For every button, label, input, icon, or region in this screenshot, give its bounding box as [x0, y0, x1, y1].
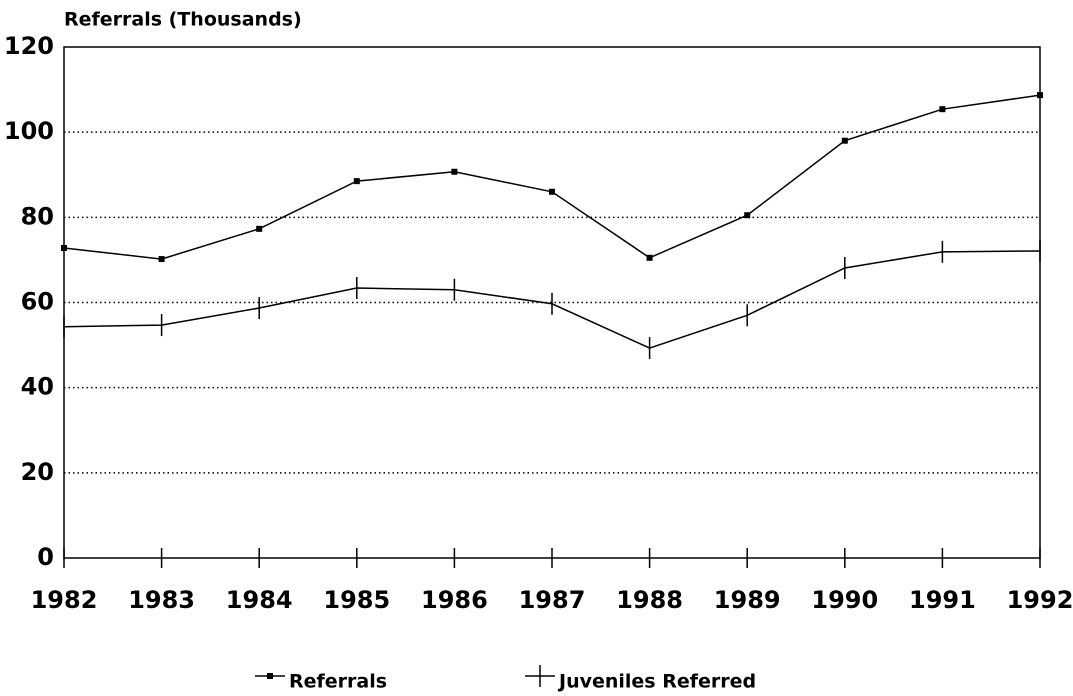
point — [549, 188, 555, 195]
y-tick-label: 40 — [21, 373, 54, 401]
point — [61, 244, 67, 251]
point — [939, 106, 946, 113]
x-tick-label: 1987 — [519, 586, 586, 614]
x-tick-label: 1982 — [31, 586, 98, 614]
legend-label: Juveniles Referred — [557, 671, 756, 693]
point — [158, 256, 165, 263]
x-tick-label: 1991 — [909, 586, 976, 614]
x-tick-label: 1992 — [1007, 586, 1073, 614]
y-axis-label: Referrals (Thousands) — [64, 9, 302, 31]
series-line — [63, 94, 1041, 260]
point — [744, 212, 751, 219]
x-tick-label: 1984 — [226, 586, 293, 614]
point — [353, 178, 360, 185]
legend-label: Referrals — [289, 671, 387, 693]
x-tick-label: 1989 — [714, 586, 781, 614]
x-tick-label: 1990 — [811, 586, 878, 614]
legend-marker — [267, 673, 273, 679]
y-tick-label: 60 — [21, 288, 54, 316]
point — [1037, 92, 1043, 99]
y-tick-label: 20 — [21, 458, 54, 486]
point — [841, 137, 848, 144]
point — [256, 225, 263, 232]
y-tick-label: 100 — [4, 117, 54, 145]
x-tick-label: 1983 — [128, 586, 195, 614]
x-tick-label: 1985 — [323, 586, 390, 614]
point — [451, 168, 458, 175]
point — [646, 254, 653, 261]
y-tick-label: 120 — [4, 32, 54, 60]
x-tick-label: 1986 — [421, 586, 488, 614]
y-tick-label: 80 — [21, 202, 54, 230]
x-tick-label: 1988 — [616, 586, 683, 614]
y-tick-label: 0 — [37, 543, 54, 571]
